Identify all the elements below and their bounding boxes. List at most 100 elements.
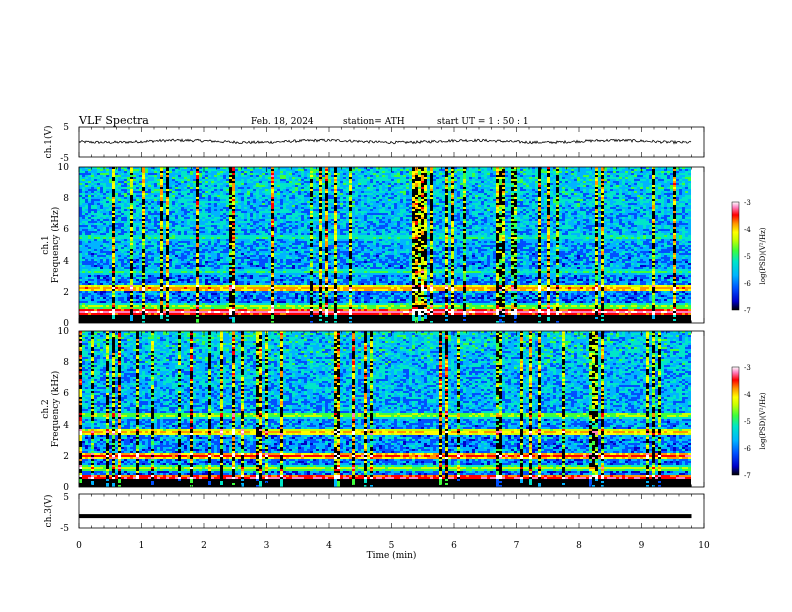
ch1-spectrogram-cell xyxy=(172,301,175,303)
ch1-spectrogram-cell xyxy=(82,243,85,245)
ch1-spectrogram-cell xyxy=(85,319,88,321)
ch1-spectrogram-cell xyxy=(181,199,184,201)
ch1-spectrogram-cell xyxy=(136,205,139,207)
ch1-spectrogram-cell xyxy=(265,309,268,311)
ch1-spectrogram-cell xyxy=(136,177,139,179)
ch1-spectrogram-cell xyxy=(154,239,157,241)
ch1-spectrogram-cell xyxy=(253,239,256,241)
ch1-spectrogram-cell xyxy=(202,321,205,323)
ch1-spectrogram-cell xyxy=(79,279,82,281)
ch1-spectrogram-cell xyxy=(148,183,151,185)
ch1-spectrogram-cell xyxy=(181,189,184,191)
ch1-spectrogram-cell xyxy=(250,199,253,201)
ch1-spectrogram-cell xyxy=(181,241,184,243)
ch1-spectrogram-cell xyxy=(268,303,271,305)
ch1-spectrogram-cell xyxy=(259,207,262,209)
ch1-spectrogram-cell xyxy=(244,277,247,279)
ch1-spectrogram-cell xyxy=(217,191,220,193)
ch1-spectrogram-cell xyxy=(109,237,112,239)
ch1-spectrogram-cell xyxy=(208,171,211,173)
ch1-spectrogram-cell xyxy=(172,257,175,259)
ch1-spectrogram-cell xyxy=(220,205,223,207)
ch1-spectrogram-cell xyxy=(205,169,208,171)
ch1-spectrogram-cell xyxy=(145,275,148,277)
ch1-spectrogram-cell xyxy=(190,307,193,309)
ch1-spectrogram-cell xyxy=(103,169,106,171)
ch1-spectrogram-cell xyxy=(166,285,169,287)
ch1-spectrogram-cell xyxy=(235,297,238,299)
ch1-spectrogram-cell xyxy=(124,297,127,299)
ch1-spectrogram-cell xyxy=(163,173,166,175)
ch1-spectrogram-cell xyxy=(202,181,205,183)
ch1-spectrogram-cell xyxy=(268,271,271,273)
ch1-spectrogram-cell xyxy=(250,247,253,249)
ch1-spectrogram-cell xyxy=(118,319,121,321)
ch1-spectrogram-cell xyxy=(241,171,244,173)
ch1-spectrogram-cell xyxy=(214,295,217,297)
ch1-spectrogram-cell xyxy=(205,219,208,221)
ch1-spectrogram-cell xyxy=(163,167,166,169)
ch1-spectrogram-cell xyxy=(268,257,271,259)
ch1-spectrogram-cell xyxy=(178,271,181,273)
ch1-spectrogram-cell xyxy=(79,211,82,213)
ch1-spectrogram-cell xyxy=(148,219,151,221)
ch1-spectrogram-cell xyxy=(211,317,214,319)
ch1-spectrogram-cell xyxy=(109,281,112,283)
ch1-spectrogram-cell xyxy=(127,247,130,249)
ch1-spectrogram-cell xyxy=(226,287,229,289)
ch1-spectrogram-cell xyxy=(172,291,175,293)
ch1-spectrogram-cell xyxy=(115,297,118,299)
ch1-spectrogram-cell xyxy=(193,245,196,247)
ch1-spectrogram-cell xyxy=(157,281,160,283)
ch1-spectrogram-cell xyxy=(244,265,247,267)
ch1-spectrogram-cell xyxy=(211,189,214,191)
ch1-spectrogram-cell xyxy=(205,211,208,213)
ch1-spectrogram-cell xyxy=(139,281,142,283)
ch1-spectrogram-cell xyxy=(172,187,175,189)
ch1-spectrogram-cell xyxy=(232,217,235,219)
ch1-spectrogram-cell xyxy=(112,313,115,315)
ch1-spectrogram-cell xyxy=(130,279,133,281)
ch1-spectrogram-cell xyxy=(127,241,130,243)
ch1-spectrogram-cell xyxy=(181,273,184,275)
ch1-spectrogram-cell xyxy=(184,195,187,197)
ch1-spectrogram-cell xyxy=(199,191,202,193)
ch1-spectrogram-cell xyxy=(196,179,199,181)
ch1-spectrogram-cell xyxy=(133,261,136,263)
ch1-spectrogram-cell xyxy=(124,257,127,259)
ch1-spectrogram-cell xyxy=(88,291,91,293)
ch1-spectrogram-cell xyxy=(259,311,262,313)
ch1-spectrogram-cell xyxy=(190,315,193,317)
ch1-spectrogram-cell xyxy=(199,279,202,281)
ch1-spectrogram-cell xyxy=(214,267,217,269)
ch1-spectrogram-cell xyxy=(250,209,253,211)
ch1-spectrogram-cell xyxy=(118,171,121,173)
ch1-spectrogram-cell xyxy=(208,295,211,297)
ch1-spectrogram-cell xyxy=(151,253,154,255)
ch1-spectrogram-cell xyxy=(175,263,178,265)
ch1-spectrogram-cell xyxy=(244,289,247,291)
ch1-spectrogram-cell xyxy=(262,273,265,275)
ch1-spectrogram-cell xyxy=(112,267,115,269)
ch1-spectrogram-cell xyxy=(172,241,175,243)
ch1-spectrogram-cell xyxy=(193,283,196,285)
ch1-spectrogram-cell xyxy=(208,225,211,227)
ch1-spectrogram-cell xyxy=(82,211,85,213)
ch1-spectrogram-cell xyxy=(160,247,163,249)
ch1-spectrogram-cell xyxy=(196,201,199,203)
ch1-spectrogram-cell xyxy=(166,193,169,195)
ch1-spectrogram-cell xyxy=(202,199,205,201)
ch1-spectrogram-cell xyxy=(112,321,115,323)
ch1-spectrogram-cell xyxy=(193,191,196,193)
ch1-spectrogram-cell xyxy=(130,311,133,313)
ch1-spectrogram-cell xyxy=(79,315,82,317)
ch1-spectrogram-cell xyxy=(181,283,184,285)
ch1-spectrogram-cell xyxy=(223,305,226,307)
ch1-spectrogram-cell xyxy=(91,231,94,233)
ch1-spectrogram-cell xyxy=(220,245,223,247)
ch1-spectrogram-cell xyxy=(247,207,250,209)
ch1-spectrogram-cell xyxy=(232,213,235,215)
ch1-spectrogram-cell xyxy=(115,215,118,217)
ch1-spectrogram-cell xyxy=(136,265,139,267)
ch1-spectrogram-cell xyxy=(142,177,145,179)
